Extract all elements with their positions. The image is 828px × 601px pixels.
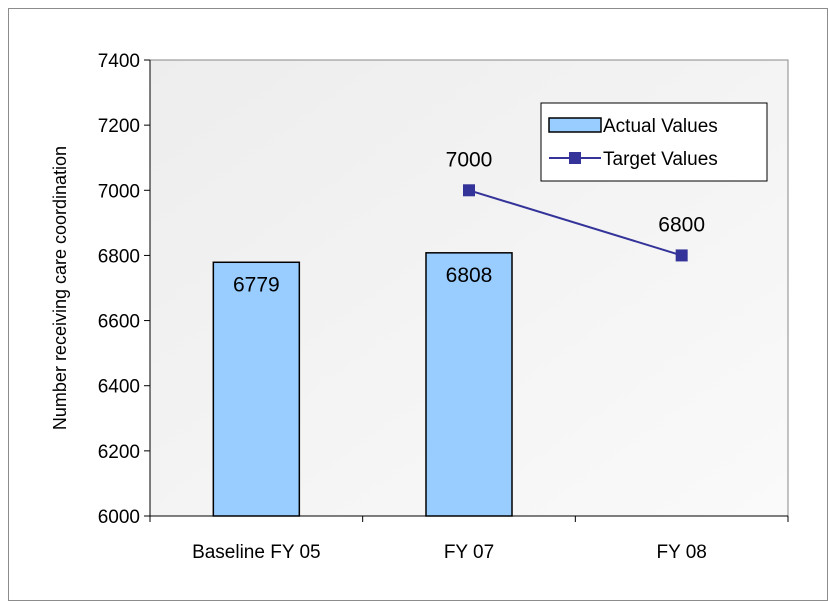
y-tick-label: 6000 [98,507,140,528]
bar-actual-value [212,261,301,517]
bar-actual-value [425,252,513,517]
bar-data-label: 6808 [446,264,493,287]
legend-bar-swatch [548,117,602,133]
y-tick-label: 6400 [98,377,140,398]
target-data-label: 6800 [658,213,705,236]
bars [212,252,513,517]
y-axis-title: Number receiving care coordination [50,146,70,430]
x-tick-label: FY 07 [444,542,494,563]
legend-label-actual: Actual Values [603,116,718,137]
y-tick-label: 7400 [98,51,140,72]
x-tick-label: FY 08 [656,542,706,563]
target-line [463,184,688,262]
legend-box [540,102,768,182]
y-tick-label: 7000 [98,181,140,202]
legend-label-target: Target Values [603,149,718,170]
legend-marker-swatch [569,152,581,164]
target-data-label: 7000 [446,148,493,171]
target-point-marker [675,249,688,262]
target-point-marker [463,184,475,197]
data-labels: 6779 6808 7000 6800 [233,148,705,296]
y-tick-label: 7200 [98,116,140,137]
target-series-line [468,189,682,257]
x-tick-label: Baseline FY 05 [192,542,321,563]
y-tick-label: 6800 [98,246,140,267]
legend: Actual Values Target Values [540,102,768,182]
bar-data-label: 6779 [233,273,280,296]
y-tick-label: 6200 [98,442,140,463]
y-tick-label: 6600 [98,312,140,333]
